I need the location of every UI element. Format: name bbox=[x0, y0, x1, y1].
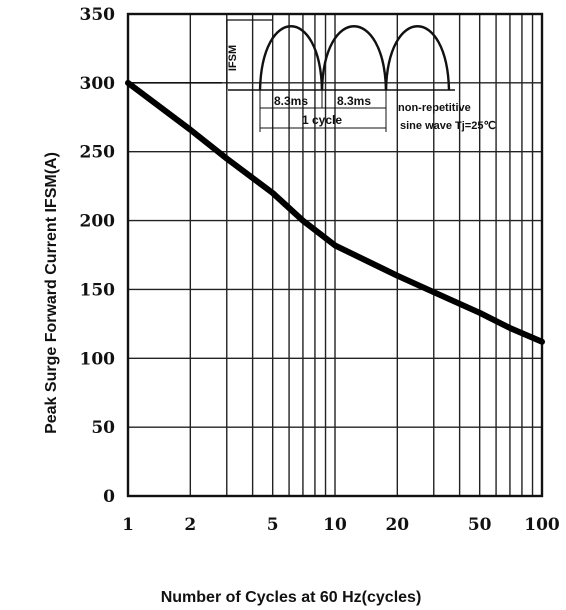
inset-note-line-2: sine wave Tj=25℃ bbox=[400, 120, 496, 132]
y-tick-label: 200 bbox=[80, 212, 116, 232]
y-tick-label: 250 bbox=[80, 143, 116, 163]
inset-half-period-label-2: 8.3ms bbox=[337, 94, 371, 108]
y-tick-label: 300 bbox=[80, 74, 116, 94]
series-group bbox=[125, 79, 545, 345]
x-tick-label: 100 bbox=[524, 515, 560, 535]
tick-labels: 1 2 5 10 20 50 100 0 50 100 150 200 250 300 350 bbox=[80, 5, 560, 535]
x-tick-label: 50 bbox=[468, 515, 492, 535]
y-tick-label: 50 bbox=[91, 418, 115, 438]
x-axis-title: Number of Cycles at 60 Hz(cycles) bbox=[161, 589, 422, 606]
inset-cycle-label: 1 cycle bbox=[302, 113, 342, 127]
inset-note-line-1: non-repetitive bbox=[398, 102, 471, 114]
y-tick-label: 150 bbox=[80, 280, 116, 300]
y-axis-title: Peak Surge Forward Current IFSM(A) bbox=[43, 152, 60, 434]
inset-sine-arch-2 bbox=[320, 25, 388, 91]
axes bbox=[126, 12, 544, 498]
grid-lines bbox=[128, 14, 542, 496]
surge-current-line bbox=[125, 79, 545, 345]
y-tick-label: 100 bbox=[80, 349, 116, 369]
inset-half-period-label-1: 8.3ms bbox=[274, 94, 308, 108]
waveform-inset: IFSM 8.3ms 8.3ms 1 cycle non-repetitive … bbox=[226, 19, 496, 132]
x-tick-label: 2 bbox=[184, 515, 196, 535]
inset-ifsm-label: IFSM bbox=[227, 45, 239, 71]
x-tick-label: 1 bbox=[122, 515, 134, 535]
x-tick-label: 10 bbox=[323, 515, 347, 535]
x-tick-label: 5 bbox=[267, 515, 279, 535]
plot-frame bbox=[126, 12, 544, 498]
inset-sine-arch-1 bbox=[258, 25, 324, 91]
inset-sine-arch-3 bbox=[384, 25, 451, 91]
x-tick-label: 20 bbox=[385, 515, 409, 535]
y-tick-label: 350 bbox=[80, 5, 116, 25]
y-tick-label: 0 bbox=[103, 487, 115, 507]
